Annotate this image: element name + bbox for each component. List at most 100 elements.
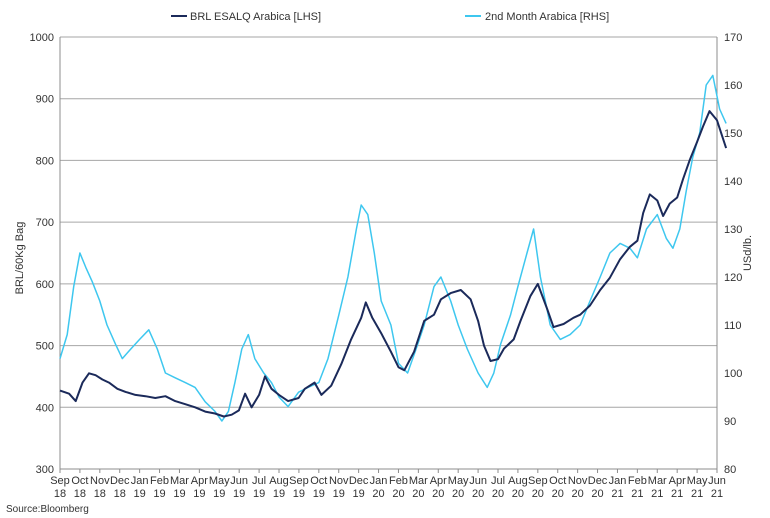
x-tick-year: 20: [392, 488, 404, 500]
x-tick-year: 18: [74, 488, 86, 500]
x-tick-year: 19: [353, 488, 365, 500]
right-tick-label: 170: [724, 32, 742, 44]
x-tick-month: Mar: [648, 475, 667, 487]
right-tick-label: 110: [724, 320, 742, 332]
x-tick-month: Aug: [508, 475, 528, 487]
x-tick-month: Oct: [71, 475, 88, 487]
left-tick-label: 500: [36, 341, 54, 353]
x-tick-month: Jun: [230, 475, 248, 487]
x-tick-month: Jan: [609, 475, 627, 487]
gridlines: [60, 36, 717, 408]
right-tick-label: 80: [724, 464, 736, 476]
x-tick-year: 20: [452, 488, 464, 500]
right-tick-label: 90: [724, 416, 736, 428]
x-tick-month: Mar: [170, 475, 189, 487]
x-tick-year: 20: [532, 488, 544, 500]
x-tick-year: 19: [193, 488, 205, 500]
x-tick-month: Jun: [469, 475, 487, 487]
right-tick-label: 130: [724, 224, 742, 236]
x-tick-year: 18: [54, 488, 66, 500]
x-tick-year: 19: [273, 488, 285, 500]
x-tick-month: Nov: [90, 475, 110, 487]
series-line-brl-esalq: [59, 110, 728, 418]
x-tick-month: Jul: [252, 475, 266, 487]
left-tick-label: 700: [36, 217, 54, 229]
x-tick-month: Oct: [310, 475, 327, 487]
left-axis-label: BRL/60Kg Bag: [14, 222, 26, 295]
x-tick-month: Aug: [269, 475, 289, 487]
x-tick-year: 20: [572, 488, 584, 500]
left-tick-label: 1000: [30, 32, 54, 44]
x-tick-year: 19: [253, 488, 265, 500]
x-tick-year: 20: [472, 488, 484, 500]
right-tick-label: 100: [724, 368, 742, 380]
x-tick-month: Sep: [50, 475, 70, 487]
x-tick-year: 18: [94, 488, 106, 500]
x-tick-month: Dec: [349, 475, 369, 487]
x-tick-year: 19: [233, 488, 245, 500]
series-lines: [59, 74, 728, 422]
x-tick-year: 21: [631, 488, 643, 500]
x-tick-year: 19: [333, 488, 345, 500]
x-tick-year: 20: [492, 488, 504, 500]
x-tick-year: 21: [611, 488, 623, 500]
x-tick-month: Dec: [588, 475, 608, 487]
x-tick-month: Jun: [708, 475, 726, 487]
x-axis-ticks: Sep18Oct18Nov18Dec18Jan19Feb19Mar19Apr19…: [50, 469, 726, 500]
right-tick-label: 120: [724, 272, 742, 284]
x-tick-year: 18: [114, 488, 126, 500]
x-tick-year: 20: [432, 488, 444, 500]
legend-label-brl: BRL ESALQ Arabica [LHS]: [190, 11, 321, 23]
x-tick-year: 21: [691, 488, 703, 500]
x-tick-month: Jan: [131, 475, 149, 487]
x-tick-year: 20: [512, 488, 524, 500]
x-tick-month: Feb: [150, 475, 169, 487]
source-note: Source:Bloomberg: [6, 504, 89, 515]
x-tick-month: Oct: [549, 475, 566, 487]
x-tick-month: Apr: [669, 475, 686, 487]
x-tick-year: 19: [313, 488, 325, 500]
x-tick-month: Sep: [289, 475, 309, 487]
x-tick-month: Jan: [370, 475, 388, 487]
x-tick-year: 19: [173, 488, 185, 500]
right-tick-label: 140: [724, 176, 742, 188]
left-tick-label: 400: [36, 402, 54, 414]
x-tick-year: 21: [651, 488, 663, 500]
legend-label-arabica: 2nd Month Arabica [RHS]: [485, 11, 609, 23]
x-tick-year: 19: [293, 488, 305, 500]
left-tick-label: 300: [36, 464, 54, 476]
x-tick-year: 20: [591, 488, 603, 500]
right-tick-label: 150: [724, 128, 742, 140]
x-tick-month: May: [687, 475, 708, 487]
x-tick-year: 19: [153, 488, 165, 500]
x-tick-year: 21: [711, 488, 723, 500]
right-axis-ticks: 80 90 100 110 120 130 140 150 160 170: [724, 32, 742, 476]
x-tick-month: Sep: [528, 475, 548, 487]
left-tick-label: 800: [36, 155, 54, 167]
x-tick-month: May: [448, 475, 469, 487]
x-tick-year: 20: [372, 488, 384, 500]
right-tick-label: 160: [724, 80, 742, 92]
x-tick-year: 20: [552, 488, 564, 500]
axes: [59, 37, 718, 470]
left-axis-ticks: 300 400 500 600 700 800 900 1000: [30, 32, 54, 476]
x-tick-month: Feb: [628, 475, 647, 487]
x-tick-month: Feb: [389, 475, 408, 487]
series-line-2nd-month-arabica: [59, 74, 727, 422]
x-tick-year: 19: [134, 488, 146, 500]
x-tick-year: 20: [412, 488, 424, 500]
x-tick-month: Jul: [491, 475, 505, 487]
left-tick-label: 600: [36, 279, 54, 291]
x-tick-month: Nov: [329, 475, 349, 487]
x-tick-month: Dec: [110, 475, 130, 487]
right-axis-label: USd/lb.: [742, 235, 754, 271]
x-tick-month: May: [209, 475, 230, 487]
left-tick-label: 900: [36, 94, 54, 106]
x-tick-month: Apr: [191, 475, 208, 487]
x-tick-month: Apr: [430, 475, 447, 487]
x-tick-month: Mar: [409, 475, 428, 487]
legend: BRL ESALQ Arabica [LHS] 2nd Month Arabic…: [171, 11, 609, 23]
x-tick-month: Nov: [568, 475, 588, 487]
x-tick-year: 21: [671, 488, 683, 500]
